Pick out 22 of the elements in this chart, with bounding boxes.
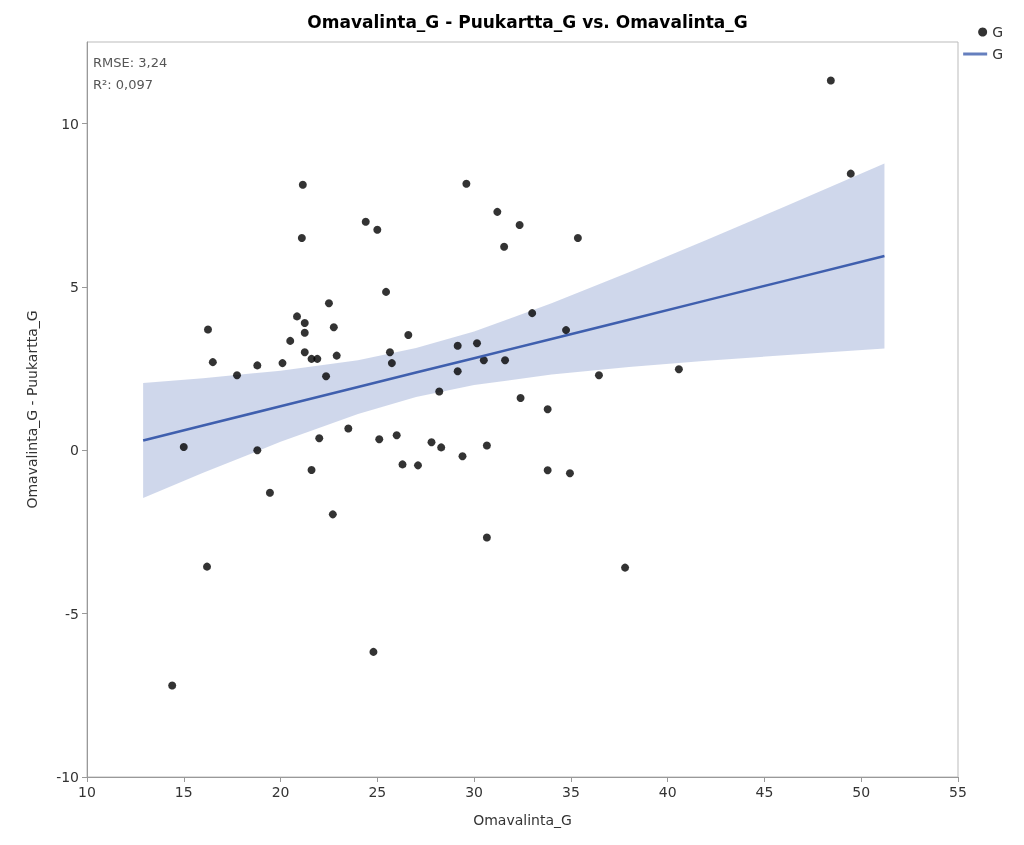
x-axis-title: Omavalinta_G xyxy=(473,812,572,828)
y-tick-label: 0 xyxy=(70,442,79,459)
legend-label: G xyxy=(992,46,1004,62)
y-axis-title: Omavalinta_G - Puukartta_G xyxy=(24,310,40,509)
y-tick-label: 5 xyxy=(70,279,79,295)
y-tick-label: 10 xyxy=(61,115,79,132)
x-tick-label: 50 xyxy=(852,784,871,800)
annotation: R²: 0,097 xyxy=(93,77,153,92)
y-tick-label: -5 xyxy=(65,605,79,622)
x-tick-label: 30 xyxy=(465,784,484,800)
x-tick-label: 20 xyxy=(271,784,290,800)
annotation: RMSE: 3,24 xyxy=(93,55,168,70)
legend-label: G xyxy=(992,24,1004,40)
x-tick-label: 15 xyxy=(174,784,193,800)
x-tick-label: 25 xyxy=(368,784,387,800)
chart-title: Omavalinta_G - Puukartta_G vs. Omavalinta_G xyxy=(307,11,748,32)
x-tick-label: 55 xyxy=(949,784,967,800)
x-tick-label: 35 xyxy=(561,784,580,800)
line-series xyxy=(141,254,886,442)
x-tick-label: 40 xyxy=(658,784,677,800)
x-tick-label: 45 xyxy=(755,784,774,800)
y-tick-label: -10 xyxy=(56,769,79,785)
